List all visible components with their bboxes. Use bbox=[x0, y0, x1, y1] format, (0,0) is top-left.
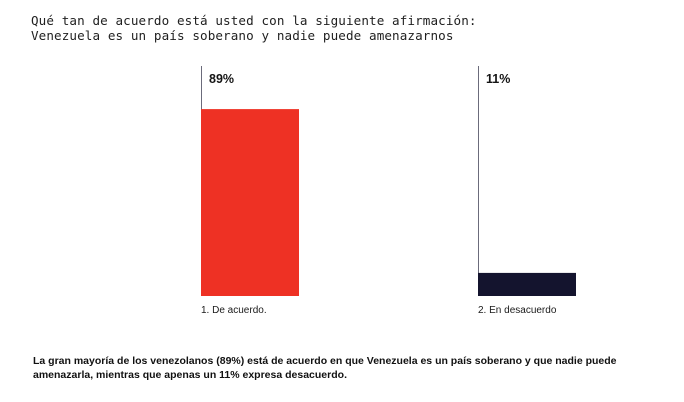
summary-text: La gran mayoría de los venezolanos (89%)… bbox=[33, 355, 617, 381]
value-label: 89% bbox=[209, 72, 234, 86]
chart-subtitle: Venezuela es un país soberano y nadie pu… bbox=[31, 28, 454, 43]
category-label: 1. De acuerdo. bbox=[201, 305, 267, 316]
bar-en-desacuerdo bbox=[478, 272, 576, 296]
category-label: 2. En desacuerdo bbox=[478, 305, 557, 316]
value-label: 11% bbox=[486, 72, 510, 86]
chart-title: Qué tan de acuerdo está usted con la sig… bbox=[31, 13, 651, 43]
chart-title-line1: Qué tan de acuerdo está usted con la sig… bbox=[31, 13, 477, 28]
bar-de-acuerdo bbox=[201, 109, 299, 296]
